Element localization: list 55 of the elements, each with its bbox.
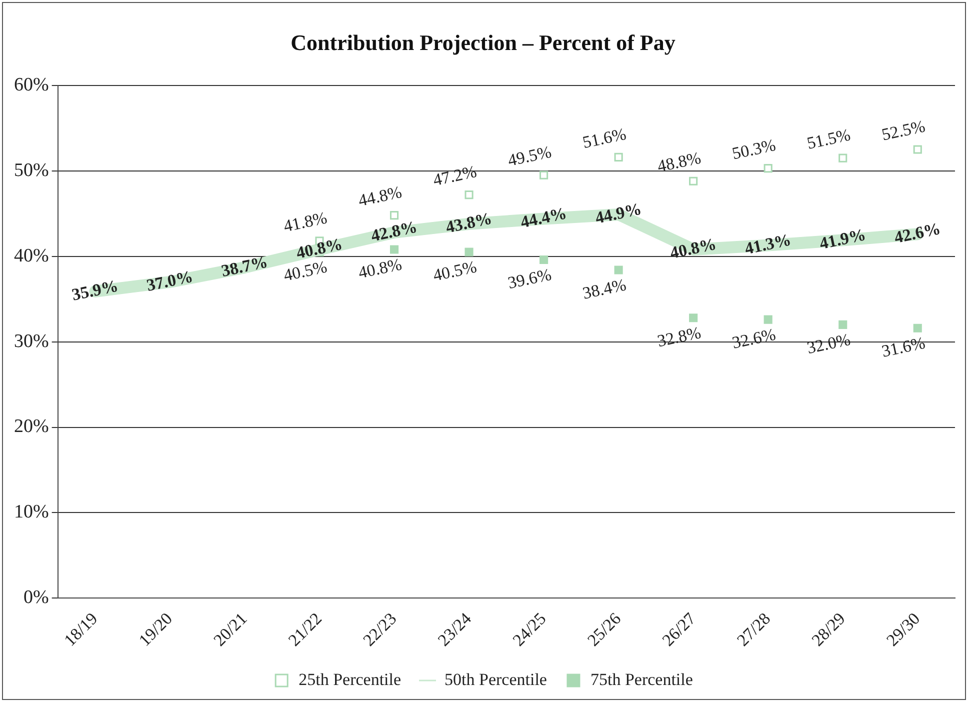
point xyxy=(390,245,399,254)
data-label: 40.8% xyxy=(668,234,718,263)
data-label: 32.8% xyxy=(656,323,703,351)
data-label: 51.5% xyxy=(805,125,852,153)
data-label: 40.5% xyxy=(431,257,478,285)
point xyxy=(464,190,474,200)
data-label: 40.8% xyxy=(356,254,404,282)
data-label: 42.8% xyxy=(369,217,419,246)
data-label: 32.0% xyxy=(805,330,852,358)
data-label: 52.5% xyxy=(880,116,927,144)
chart-title: Contribution Projection – Percent of Pay xyxy=(290,30,676,55)
data-label: 32.6% xyxy=(730,324,778,352)
point xyxy=(689,176,698,186)
data-label: 44.9% xyxy=(594,199,644,228)
point xyxy=(540,255,548,264)
point xyxy=(614,266,623,274)
legend-label: 25th Percentile xyxy=(298,670,402,689)
y-tick-label: 30% xyxy=(14,330,49,352)
y-tick-label: 50% xyxy=(14,160,49,181)
y-tick-label: 10% xyxy=(14,502,49,523)
data-label: 35.9% xyxy=(70,276,120,304)
data-label: 42.6% xyxy=(892,218,942,248)
data-label: 51.6% xyxy=(580,124,628,152)
data-label: 50.3% xyxy=(730,135,778,164)
point xyxy=(764,164,772,173)
data-label: 38.7% xyxy=(220,252,270,281)
data-label: 41.9% xyxy=(818,224,868,254)
data-label: 43.8% xyxy=(444,208,494,237)
point xyxy=(540,170,548,180)
data-label: 41.3% xyxy=(743,230,793,258)
data-label: 39.6% xyxy=(506,264,554,293)
point xyxy=(614,152,623,162)
y-tick-label: 0% xyxy=(24,587,49,608)
y-tick-label: 60% xyxy=(14,74,49,96)
y-tick-label: 20% xyxy=(14,416,49,438)
legend-label: 50th Percentile xyxy=(444,670,547,689)
point xyxy=(838,154,848,162)
data-label: 38.4% xyxy=(580,275,628,303)
point xyxy=(689,314,698,322)
data-label: 44.4% xyxy=(518,203,568,232)
point xyxy=(913,324,922,332)
point xyxy=(464,248,474,256)
data-label: 47.2% xyxy=(431,162,478,190)
data-label: 48.8% xyxy=(656,148,703,176)
data-label: 49.5% xyxy=(506,142,554,170)
point xyxy=(390,211,399,220)
data-label: 31.6% xyxy=(880,333,927,361)
point xyxy=(913,145,922,154)
y-tick-label: 40% xyxy=(14,245,49,266)
data-label: 44.8% xyxy=(356,182,404,210)
legend-label: 75th Percentile xyxy=(590,670,693,689)
point xyxy=(838,320,848,329)
point xyxy=(764,315,772,324)
data-label: 37.0% xyxy=(144,266,195,296)
data-label: 41.8% xyxy=(282,208,329,236)
